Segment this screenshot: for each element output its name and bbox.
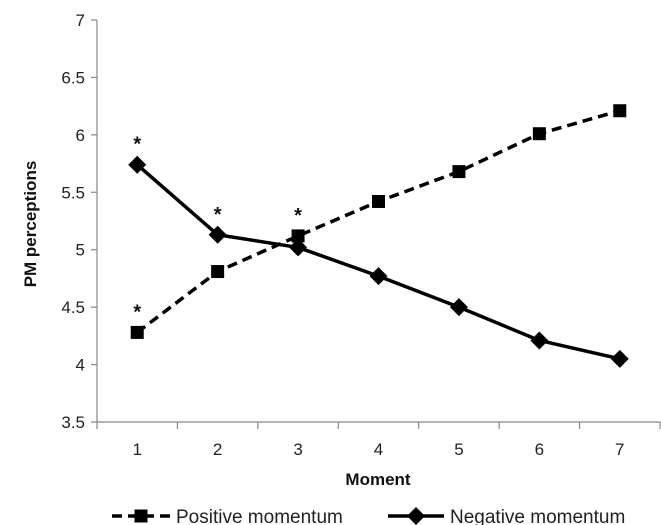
data-point-diamond [128,155,147,174]
legend-item-negative-momentum: Negative momentum [388,507,625,525]
data-point-diamond [530,331,549,350]
y-tick-label: 6 [76,126,85,145]
x-tick-label: 7 [615,440,624,459]
series-negative-momentum [128,155,629,368]
x-tick-label: 2 [213,440,222,459]
y-axis-title: PM perceptions [21,161,40,288]
axes: 3.5 4 4.5 5 5.5 6 6.5 7 1 2 3 4 5 6 7 [61,11,661,459]
y-tick-label: 4.5 [61,298,85,317]
y-tick-label: 3.5 [61,413,85,432]
y-tick-label: 5.5 [61,183,85,202]
x-tick-label: 6 [535,440,544,459]
data-point-square [532,127,546,141]
series-positive-momentum [130,104,627,339]
significance-asterisk: * [133,134,141,156]
x-tick-label: 3 [293,440,302,459]
data-point-square [372,194,385,208]
x-tick-label: 5 [454,440,463,459]
series-line [136,163,621,361]
series-layer [128,104,629,368]
legend-square-marker [134,509,148,523]
x-axis-title: Moment [345,470,411,489]
data-point-square [613,104,627,118]
data-point-square [452,165,466,179]
data-point-diamond [449,298,468,317]
legend-diamond-marker [407,507,425,525]
legend-label: Positive momentum [176,507,343,525]
legend-label: Negative momentum [450,507,625,525]
legend: Positive momentum Negative momentum [112,507,625,525]
data-point-square [130,325,144,339]
y-tick-label: 6.5 [61,68,85,87]
significance-asterisk: * [133,301,141,323]
y-tick-label: 5 [76,241,85,260]
significance-asterisk: * [214,204,222,226]
legend-item-positive-momentum: Positive momentum [112,507,343,525]
x-tick-label: 4 [374,440,383,459]
data-point-square [291,229,305,243]
x-tick-label: 1 [132,440,141,459]
significance-asterisk: * [294,205,302,227]
y-tick-label: 4 [76,356,85,375]
data-point-square [211,265,225,279]
data-point-diamond [610,349,629,368]
annotations: * * * * [133,134,302,324]
data-point-diamond [289,238,308,257]
series-line [136,109,621,334]
data-point-diamond [369,267,388,286]
y-tick-label: 7 [76,11,85,30]
data-point-diamond [208,225,227,244]
